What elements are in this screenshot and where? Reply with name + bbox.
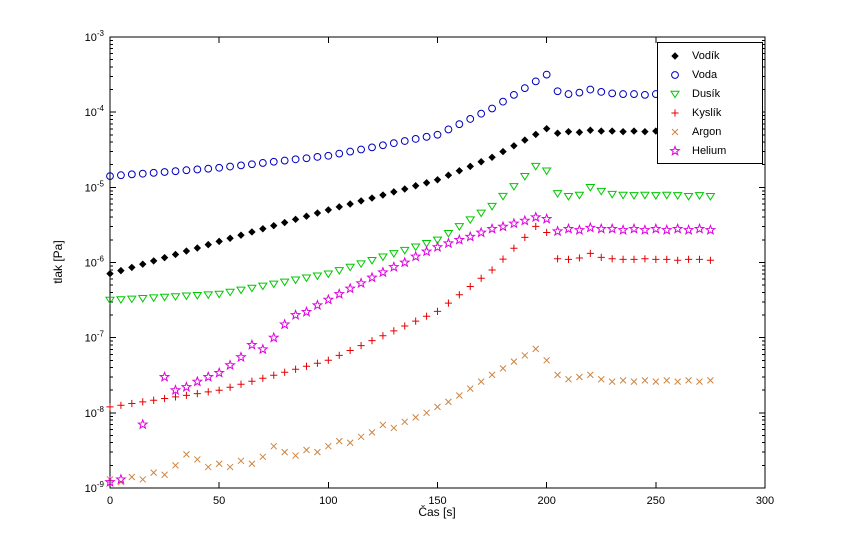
legend-item-argon: Argon bbox=[658, 122, 762, 141]
series-0 bbox=[106, 124, 715, 278]
y-tick-label: 10-5 bbox=[85, 179, 105, 194]
y-tick-label: 10-7 bbox=[85, 330, 105, 345]
x-marker-icon bbox=[671, 128, 679, 135]
legend-label: Kyslík bbox=[692, 106, 722, 119]
x-tick-label: 200 bbox=[537, 495, 555, 507]
x-tick-label: 300 bbox=[756, 495, 774, 507]
series-5 bbox=[104, 211, 717, 487]
series-2 bbox=[105, 162, 716, 305]
legend: Vodík Voda Dusík Kyslík Argon Helium bbox=[657, 42, 763, 164]
series-3 bbox=[106, 222, 715, 411]
y-axis-label: tlak [Pa] bbox=[51, 240, 65, 284]
legend-item-helium: Helium bbox=[658, 141, 762, 160]
x-tick-label: 250 bbox=[647, 495, 665, 507]
legend-item-kyslik: Kyslík bbox=[658, 103, 762, 122]
x-tick-label: 50 bbox=[213, 495, 225, 507]
diamond-marker-icon bbox=[671, 51, 679, 60]
legend-item-voda: Voda bbox=[658, 65, 762, 84]
legend-label: Voda bbox=[692, 68, 718, 81]
series-4 bbox=[106, 345, 714, 486]
y-tick-label: 10-3 bbox=[85, 29, 105, 44]
y-tick-label: 10-6 bbox=[85, 255, 105, 270]
legend-label: Vodík bbox=[692, 49, 720, 62]
plus-marker-icon bbox=[671, 108, 679, 117]
legend-label: Helium bbox=[692, 144, 727, 157]
star-marker-icon bbox=[669, 144, 681, 156]
x-tick-label: 0 bbox=[107, 495, 113, 507]
legend-label: Argon bbox=[692, 125, 722, 138]
y-tick-label: 10-9 bbox=[85, 480, 105, 495]
legend-item-vodik: Vodík bbox=[658, 46, 762, 65]
x-tick-label: 150 bbox=[428, 495, 446, 507]
x-tick-label: 100 bbox=[319, 495, 337, 507]
triangle-down-marker-icon bbox=[670, 90, 680, 99]
x-axis-label: Čas [s] bbox=[418, 505, 456, 519]
y-tick-label: 10-4 bbox=[85, 104, 105, 119]
circle-marker-icon bbox=[671, 70, 679, 79]
series-1 bbox=[106, 70, 715, 181]
y-tick-label: 10-8 bbox=[85, 405, 105, 420]
legend-item-dusik: Dusík bbox=[658, 84, 762, 103]
legend-label: Dusík bbox=[692, 87, 721, 100]
